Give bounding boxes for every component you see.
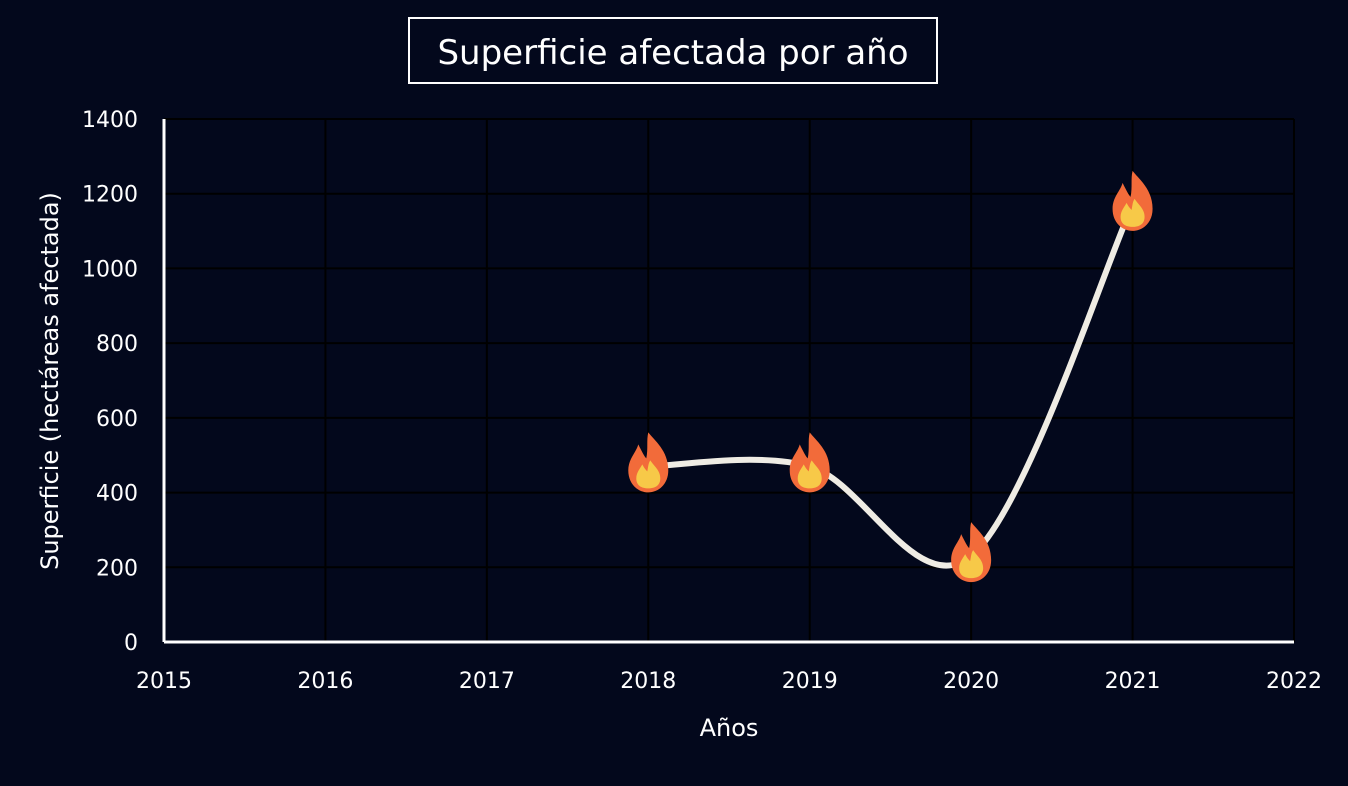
series-line [645,201,1136,569]
x-tick-label: 2018 [620,669,676,694]
y-tick-label: 1000 [82,257,138,282]
chart-title-border [408,17,938,84]
fire-icon [951,522,992,583]
y-tick-label: 600 [96,407,138,432]
x-tick-label: 2020 [943,669,999,694]
axes [162,119,1294,644]
x-tick-label: 2016 [297,669,353,694]
x-tick-label: 2019 [782,669,838,694]
grid-lines [164,118,1295,642]
x-tick-labels: 2015 2016 2017 2018 2019 2020 2021 2022 [136,669,1322,694]
y-axis-title: Superficie (hectáreas afectada) [36,192,64,570]
flame-inner [636,460,661,489]
y-tick-label: 200 [96,556,138,581]
x-tick-label: 2022 [1266,669,1322,694]
y-tick-label: 1200 [82,183,138,208]
y-tick-label: 0 [124,631,138,656]
x-tick-label: 2021 [1105,669,1161,694]
fire-icon [789,432,830,493]
chart-title: Superficie afectada por año [437,33,908,73]
y-tick-label: 800 [96,332,138,357]
series [645,201,1136,569]
fire-icon [1112,170,1153,231]
x-axis-title: Años [700,714,759,742]
fire-icon [628,432,669,493]
x-tick-label: 2017 [459,669,515,694]
y-tick-label: 400 [96,482,138,507]
markers [628,170,1153,583]
flame-inner [1120,198,1145,227]
flame-inner [797,460,822,489]
y-tick-label: 1400 [82,108,138,133]
chart-title-box: Superficie afectada por año [408,17,938,84]
x-tick-label: 2015 [136,669,192,694]
y-tick-labels: 0 200 400 600 800 1000 1200 1400 [82,108,138,656]
flame-inner [959,550,984,579]
